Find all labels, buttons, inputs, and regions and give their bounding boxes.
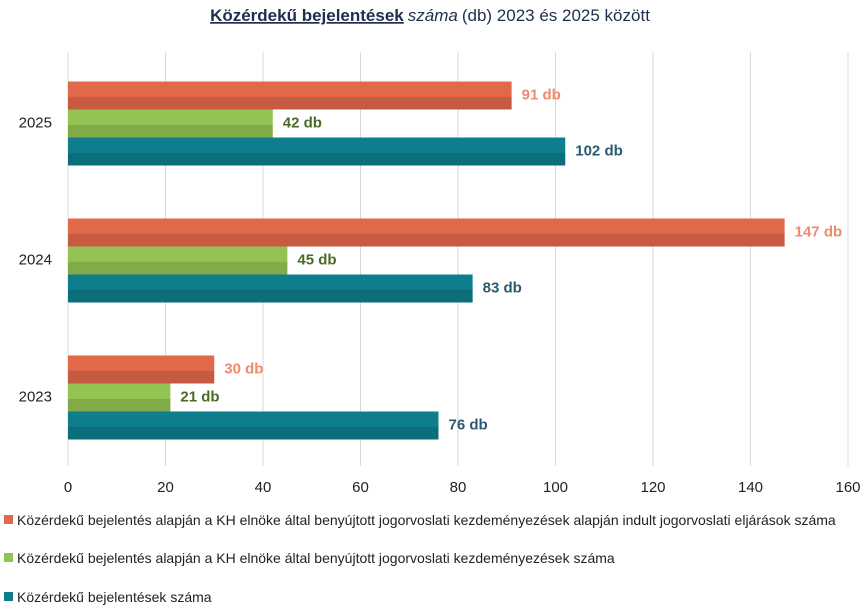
title-part: száma xyxy=(408,6,458,25)
x-tick-label: 140 xyxy=(738,479,763,496)
x-tick-label: 80 xyxy=(450,479,467,496)
bar-shade xyxy=(68,426,439,440)
x-tick-label: 20 xyxy=(157,479,174,496)
y-tick-label: 2023 xyxy=(19,388,52,405)
x-tick-label: 60 xyxy=(352,479,369,496)
bar-shade xyxy=(68,289,473,303)
bar xyxy=(68,246,288,275)
legend-label: Közérdekű bejelentés alapján a KH elnöke… xyxy=(17,512,836,528)
bar xyxy=(68,109,273,138)
bar xyxy=(68,81,512,110)
bar xyxy=(68,137,566,166)
legend-label: Közérdekű bejelentés alapján a KH elnöke… xyxy=(17,550,615,566)
title-part: (db) 2023 és 2025 között xyxy=(462,6,650,25)
bar-shade xyxy=(68,398,171,412)
data-label: 102 db xyxy=(575,142,623,159)
legend-swatch xyxy=(4,553,13,562)
data-label: 42 db xyxy=(283,114,322,131)
bar xyxy=(68,355,215,384)
data-label: 76 db xyxy=(449,416,488,433)
bar xyxy=(68,218,785,247)
data-label: 91 db xyxy=(522,86,561,103)
data-label: 147 db xyxy=(795,223,843,240)
chart-title: Közérdekű bejelentések száma (db) 2023 és … xyxy=(210,6,650,25)
bar-shade xyxy=(68,96,512,110)
bar-shade xyxy=(68,261,288,275)
chart: Közérdekű bejelentések száma (db) 2023 és … xyxy=(19,6,861,496)
data-label: 83 db xyxy=(483,279,522,296)
data-label: 45 db xyxy=(297,251,336,268)
data-label: 21 db xyxy=(180,388,219,405)
y-tick-label: 2024 xyxy=(19,251,52,268)
x-tick-label: 100 xyxy=(543,479,568,496)
bar xyxy=(68,411,439,440)
legend-entry: Közérdekű bejelentések száma xyxy=(4,589,859,606)
data-label: 30 db xyxy=(224,360,263,377)
bar xyxy=(68,274,473,303)
bar-shade xyxy=(68,370,215,384)
y-tick-label: 2025 xyxy=(19,114,52,131)
bar-shade xyxy=(68,124,273,138)
legend-label: Közérdekű bejelentések száma xyxy=(17,589,212,605)
x-tick-label: 0 xyxy=(64,479,72,496)
legend-swatch xyxy=(4,592,13,601)
legend-swatch xyxy=(4,515,13,524)
legend-entry: Közérdekű bejelentés alapján a KH elnöke… xyxy=(4,512,859,529)
title-part: Közérdekű bejelentések xyxy=(210,6,404,25)
bar-shade xyxy=(68,233,785,247)
x-tick-label: 40 xyxy=(255,479,272,496)
bar xyxy=(68,383,171,412)
x-tick-label: 120 xyxy=(640,479,665,496)
legend-entry: Közérdekű bejelentés alapján a KH elnöke… xyxy=(4,550,859,567)
bar-shade xyxy=(68,152,566,166)
x-tick-label: 160 xyxy=(835,479,860,496)
